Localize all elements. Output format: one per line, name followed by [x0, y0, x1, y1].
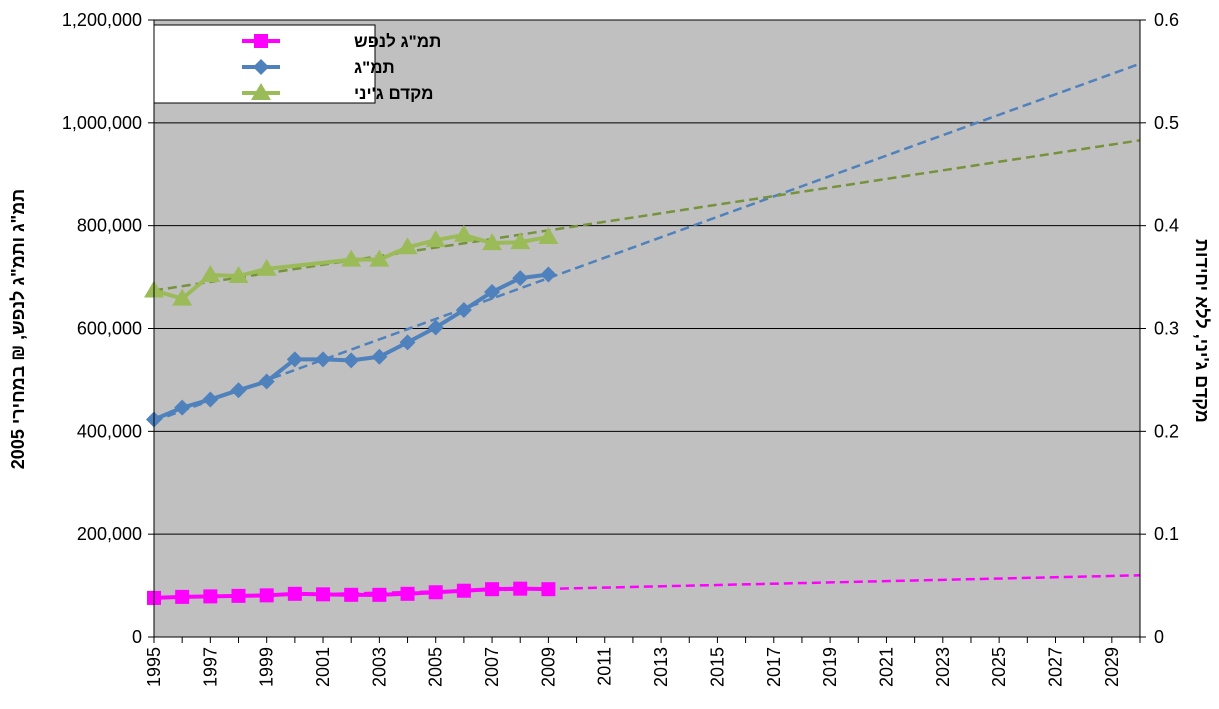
data-point: [174, 399, 191, 416]
data-point: [369, 249, 390, 267]
right-y-tick-label: 0.4: [1154, 216, 1179, 236]
x-tick-label: 2021: [876, 647, 896, 687]
data-point: [202, 391, 219, 408]
data-point: [541, 582, 556, 597]
data-point: [230, 382, 247, 399]
data-point: [287, 586, 302, 601]
data-point: [538, 226, 559, 244]
data-point: [259, 588, 274, 603]
right-y-tick-label: 0.3: [1154, 319, 1179, 339]
data-point: [399, 334, 416, 351]
left-y-axis-tick-labels: 0 200,000 400,000 600,000 800,000 1,000,000 1,…: [62, 10, 142, 647]
x-tick-label: 2025: [989, 647, 1009, 687]
data-point: [427, 319, 444, 336]
data-point: [258, 373, 275, 390]
data-point: [316, 587, 331, 602]
left-y-tick-label: 800,000: [77, 216, 142, 236]
x-tick-label: 2005: [426, 647, 446, 687]
data-point: [172, 288, 193, 306]
data-point: [540, 266, 557, 283]
data-point: [397, 237, 418, 255]
x-tick-label: 1995: [144, 647, 164, 687]
legend: תמ"ג לנפש תמ"ג מקדם ג'יני: [153, 24, 441, 104]
legend-swatch-marker: [251, 83, 271, 100]
x-tick-label: 2009: [538, 647, 558, 687]
x-tick-label: 2023: [933, 647, 953, 687]
data-point: [231, 588, 246, 603]
data-point: [456, 583, 471, 598]
legend-label: תמ"ג לנפש: [354, 32, 441, 51]
x-tick-label: 2019: [820, 647, 840, 687]
data-point: [228, 266, 249, 284]
x-tick-label: 2013: [651, 647, 671, 687]
trendline: [153, 574, 1141, 600]
data-point: [200, 265, 221, 283]
legend-swatch-marker: [253, 59, 269, 75]
right-y-tick-label: 0: [1154, 627, 1164, 647]
left-y-tick-label: 1,200,000: [62, 10, 142, 30]
data-point: [371, 348, 388, 365]
data-point: [510, 232, 531, 250]
data-point: [286, 351, 303, 368]
trendline: [153, 139, 1141, 292]
right-y-tick-label: 0.2: [1154, 421, 1179, 441]
left-y-tick-label: 200,000: [77, 524, 142, 544]
x-tick-label: 2001: [313, 647, 333, 687]
data-series: [144, 224, 559, 605]
data-point: [455, 301, 472, 318]
right-y-axis-tick-labels: 0 0.1 0.2 0.3 0.4 0.5 0.6: [1154, 10, 1179, 647]
data-point: [256, 258, 277, 276]
legend-swatch-marker: [254, 34, 268, 48]
data-point: [512, 270, 529, 287]
left-y-tick-label: 600,000: [77, 319, 142, 339]
x-tick-label: 1997: [200, 647, 220, 687]
gridlines: [154, 19, 1140, 535]
data-point: [343, 352, 360, 369]
x-tick-label: 2011: [595, 647, 615, 686]
x-tick-label: 2003: [369, 647, 389, 687]
data-point: [315, 351, 332, 368]
x-tick-label: 2007: [482, 647, 502, 687]
right-y-axis-title: מקדם ג'יני, ללא יחידות: [1192, 239, 1212, 423]
data-point: [513, 581, 528, 596]
x-tick-label: 1999: [257, 647, 277, 687]
data-point: [453, 224, 474, 242]
x-axis-tick-labels: 1995 1997 1999 2001 2003 2005 2007 2009 2011 2013…: [144, 647, 1122, 687]
data-point: [400, 586, 415, 601]
legend-label: מקדם ג'יני: [354, 84, 433, 103]
x-tick-label: 2015: [707, 647, 727, 687]
left-y-tick-label: 0: [132, 627, 142, 647]
data-point: [425, 230, 446, 248]
left-y-axis-title: תמ"ג ותמ"ג לנפש, ₪ במחירי 2005: [8, 189, 28, 469]
x-tick-label: 2029: [1102, 647, 1122, 687]
x-tick-label: 2027: [1045, 647, 1065, 687]
data-point: [485, 582, 500, 597]
data-point: [482, 233, 503, 251]
data-point: [341, 249, 362, 267]
legend-label: תמ"ג: [354, 58, 395, 77]
x-tick-label: 2017: [764, 647, 784, 687]
axes: [148, 19, 1146, 643]
left-y-tick-label: 1,000,000: [62, 113, 142, 133]
data-point: [428, 585, 443, 600]
right-y-tick-label: 0.6: [1154, 10, 1179, 30]
data-point: [175, 589, 190, 604]
data-point: [344, 587, 359, 602]
data-point: [372, 587, 387, 602]
data-point: [484, 283, 501, 300]
left-y-tick-label: 400,000: [77, 421, 142, 441]
right-y-tick-label: 0.5: [1154, 113, 1179, 133]
right-y-tick-label: 0.1: [1154, 524, 1179, 544]
data-point: [203, 589, 218, 604]
